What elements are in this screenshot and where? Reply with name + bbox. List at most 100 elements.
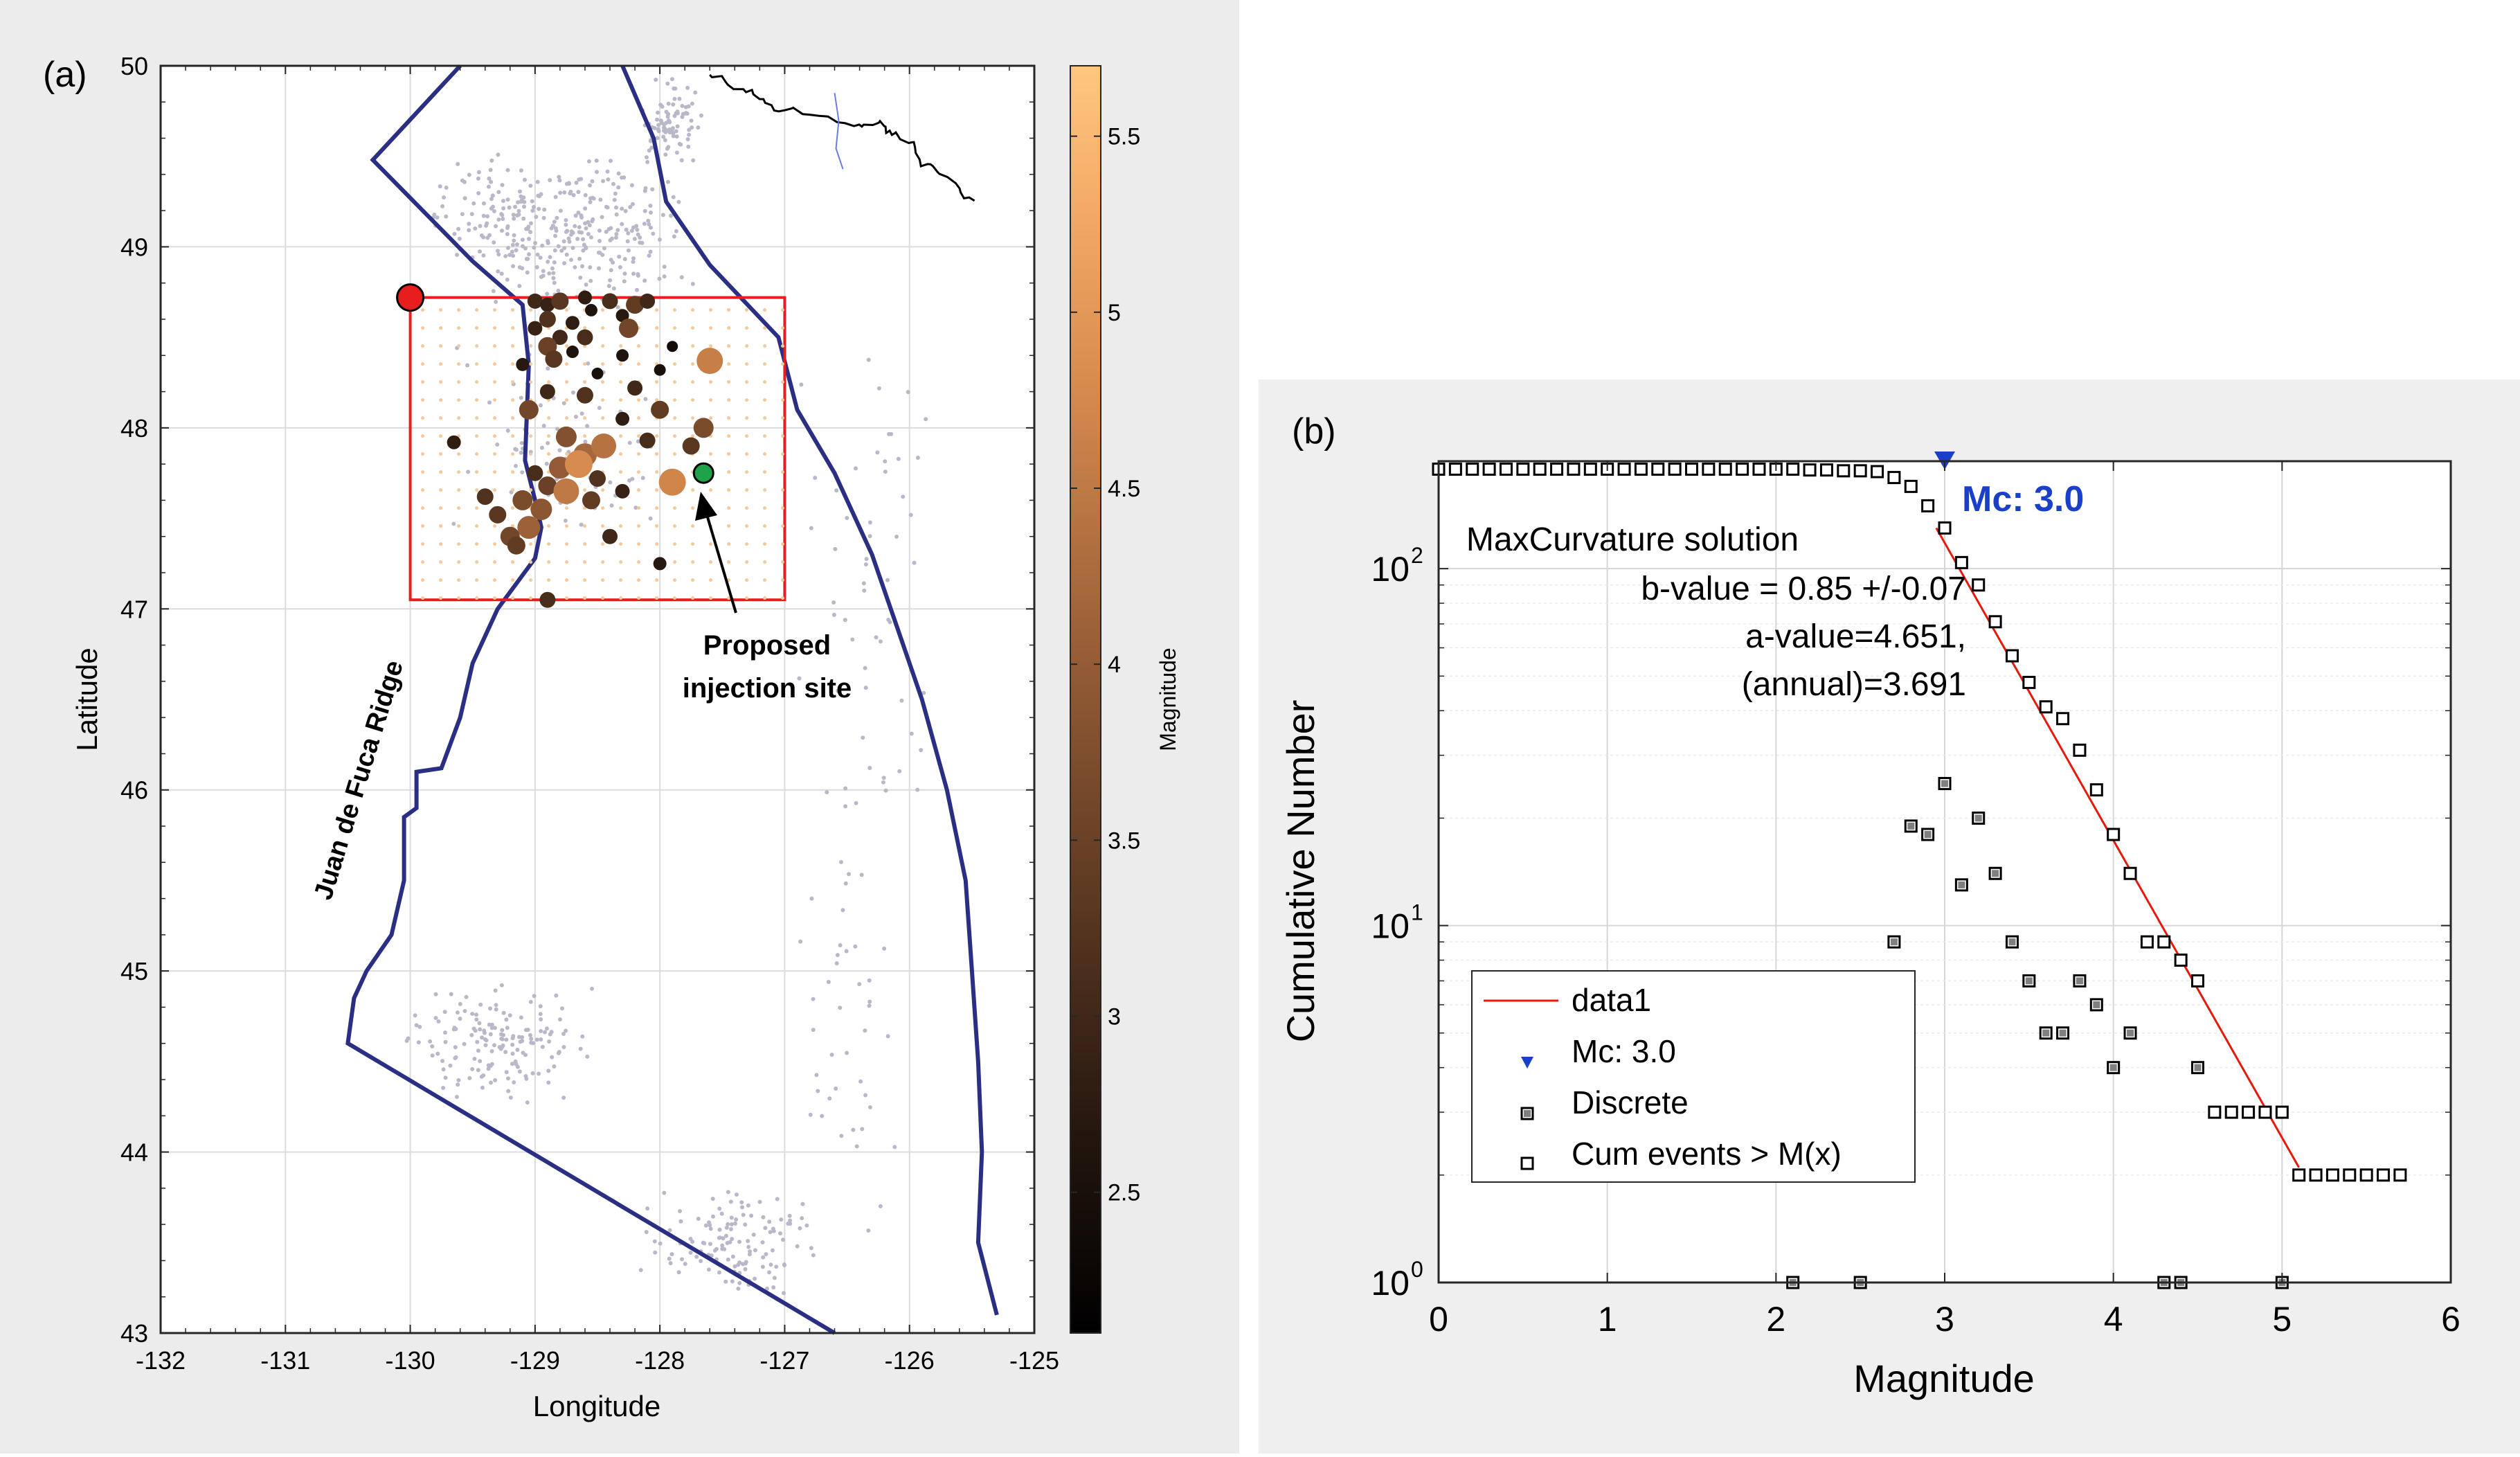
background-event xyxy=(458,1017,462,1021)
background-event xyxy=(517,284,522,289)
grid-node xyxy=(493,524,497,528)
background-event xyxy=(473,226,478,231)
background-event xyxy=(717,1206,722,1211)
background-event xyxy=(622,257,627,262)
grid-node xyxy=(493,488,497,492)
grid-node xyxy=(745,578,749,582)
grid-node xyxy=(745,596,749,600)
grid-node xyxy=(511,488,515,492)
background-event xyxy=(552,220,557,224)
background-event xyxy=(781,1237,786,1242)
background-event xyxy=(506,1089,511,1093)
background-event xyxy=(696,1216,701,1221)
background-event xyxy=(601,179,606,184)
earthquake-event xyxy=(507,536,525,555)
background-event xyxy=(618,265,622,269)
background-event xyxy=(699,1259,703,1264)
background-event xyxy=(867,765,872,770)
background-event xyxy=(535,179,540,184)
background-event xyxy=(520,470,525,475)
cumulative-point xyxy=(1533,462,1547,476)
grid-node xyxy=(709,578,713,582)
background-event xyxy=(546,239,550,244)
grid-node xyxy=(439,524,443,528)
background-event xyxy=(648,225,653,230)
background-event xyxy=(908,512,913,517)
cumulative-point xyxy=(1853,464,1867,478)
grid-node xyxy=(727,416,731,420)
background-event xyxy=(867,978,872,983)
background-event xyxy=(448,1063,453,1068)
background-event xyxy=(544,1026,549,1031)
cumulative-point xyxy=(1837,464,1851,478)
background-event xyxy=(654,78,658,82)
background-event xyxy=(433,1015,438,1020)
background-event xyxy=(492,240,496,245)
background-event xyxy=(546,1069,551,1073)
grid-node xyxy=(619,506,623,510)
background-event xyxy=(525,270,530,275)
background-event xyxy=(467,1075,472,1080)
grid-node xyxy=(457,344,461,348)
background-event xyxy=(857,982,862,987)
background-event xyxy=(564,1028,568,1033)
background-event xyxy=(496,152,501,157)
discrete-point-fill xyxy=(2059,1029,2067,1037)
background-event xyxy=(782,1262,786,1267)
colorbar-tick-label: 3.5 xyxy=(1108,828,1140,854)
grid-node xyxy=(619,542,623,546)
grid-node xyxy=(763,434,767,438)
background-event xyxy=(516,212,521,217)
background-event xyxy=(645,1206,650,1211)
fmd-y-axis-label: Cumulative Number xyxy=(1279,700,1322,1043)
grid-node xyxy=(601,380,605,384)
colorbar-tick-label: 5.5 xyxy=(1108,124,1140,150)
map-y-tick-label: 46 xyxy=(120,776,148,805)
background-event xyxy=(579,230,584,235)
grid-node xyxy=(601,362,605,366)
background-event xyxy=(467,228,471,233)
grid-node xyxy=(763,416,767,420)
background-event xyxy=(912,560,917,565)
grid-node xyxy=(421,470,425,474)
background-event xyxy=(499,271,504,276)
background-event xyxy=(553,226,558,231)
background-event xyxy=(488,1032,493,1037)
map-plot-area xyxy=(161,66,1034,1333)
background-event xyxy=(906,390,910,395)
grid-node xyxy=(457,398,461,402)
background-event xyxy=(413,1013,417,1018)
grid-node xyxy=(763,542,767,546)
grid-node xyxy=(619,524,623,528)
grid-node xyxy=(547,578,551,582)
background-event xyxy=(626,231,631,235)
study-area-box xyxy=(408,296,786,602)
grid-node xyxy=(475,488,479,492)
grid-node xyxy=(619,452,623,456)
panel-b-label: (b) xyxy=(1292,411,1336,452)
grid-node xyxy=(511,308,515,312)
discrete-point-fill xyxy=(1958,881,1965,888)
grid-node xyxy=(493,452,497,456)
background-event xyxy=(489,158,494,163)
grid-node xyxy=(511,398,515,402)
grid-node xyxy=(601,344,605,348)
grid-node xyxy=(637,578,641,582)
background-event xyxy=(432,212,437,217)
background-event xyxy=(498,1046,503,1051)
earthquake-event xyxy=(696,348,723,375)
background-event xyxy=(612,197,617,202)
background-event xyxy=(496,252,501,257)
earthquake-event xyxy=(566,346,579,359)
background-event xyxy=(478,1059,483,1064)
grid-node xyxy=(457,578,461,582)
cumulative-point xyxy=(1617,462,1631,476)
background-event xyxy=(665,81,670,86)
background-event xyxy=(746,1203,750,1208)
background-event xyxy=(730,1254,735,1259)
grid-node xyxy=(565,344,569,348)
cumulative-point xyxy=(2224,1105,2238,1119)
background-event xyxy=(706,1267,711,1272)
background-event xyxy=(728,1226,733,1231)
grid-node xyxy=(763,326,767,330)
